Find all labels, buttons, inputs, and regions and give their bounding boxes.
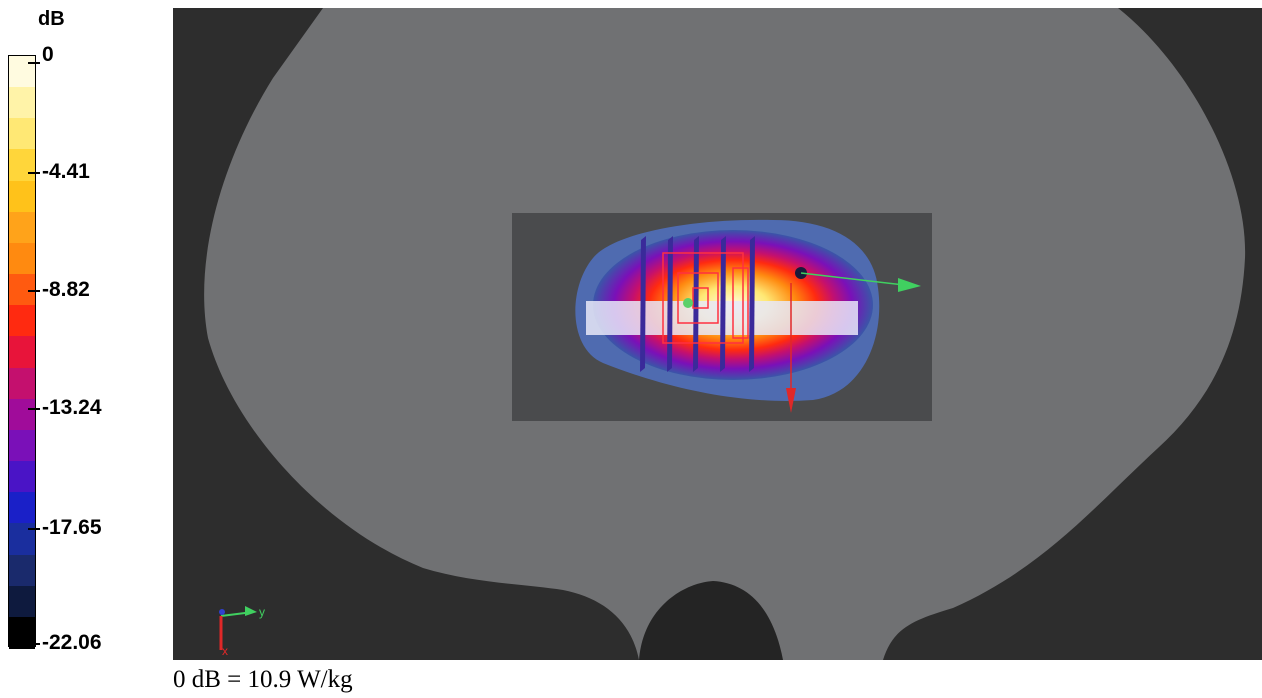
color-scale-legend: dB 0 -4.41 -8.82 -13.24 -17.65 -22.06: [0, 0, 170, 660]
color-scale-swatch: [9, 87, 35, 120]
legend-tick-label: -13.24: [42, 396, 102, 419]
color-scale-swatch: [9, 56, 35, 89]
device-outline: [662, 252, 749, 344]
legend-unit: dB: [38, 8, 65, 30]
legend-tick-label: -17.65: [42, 516, 102, 539]
legend-tick-label: -22.06: [42, 631, 102, 654]
color-scale-swatch: [9, 461, 35, 494]
legend-tick-label: -4.41: [42, 160, 90, 183]
color-scale-swatch: [9, 180, 35, 213]
scale-reference-caption: 0 dB = 10.9 W/kg: [173, 666, 353, 693]
color-scale-swatch: [9, 336, 35, 369]
color-scale-swatch: [9, 398, 35, 431]
color-scale-swatch: [9, 554, 35, 587]
color-scale-swatch: [9, 429, 35, 463]
legend-tick-line: [28, 528, 40, 530]
legend-tick-label: -8.82: [42, 278, 90, 301]
legend-tick-line: [28, 62, 40, 64]
legend-tick-label: 0: [42, 43, 54, 66]
color-scale-swatch: [9, 367, 35, 400]
3d-viewport[interactable]: y x: [173, 8, 1262, 660]
legend-tick-line: [28, 290, 40, 292]
x-axis-arrow: [786, 388, 796, 413]
color-scale-swatch: [9, 118, 35, 151]
legend-tick-line: [28, 172, 40, 174]
orientation-axes: y x: [219, 605, 265, 658]
y-axis-arrow: [898, 278, 921, 292]
legend-tick-line: [28, 643, 40, 645]
y-axis-label: y: [259, 605, 265, 619]
antenna-plates: [640, 236, 755, 372]
color-scale-swatch: [9, 305, 35, 338]
legend-tick-line: [28, 408, 40, 410]
color-scale-swatch: [9, 211, 35, 244]
color-scale-swatch: [9, 242, 35, 276]
color-scale-bar: [8, 55, 36, 649]
color-scale-swatch: [9, 492, 35, 525]
x-axis-label: x: [222, 644, 228, 658]
color-scale-swatch: [9, 585, 35, 618]
color-scale-swatch: [9, 149, 35, 182]
device-origin-marker: [683, 298, 693, 308]
scene-canvas: y x: [204, 8, 1246, 660]
